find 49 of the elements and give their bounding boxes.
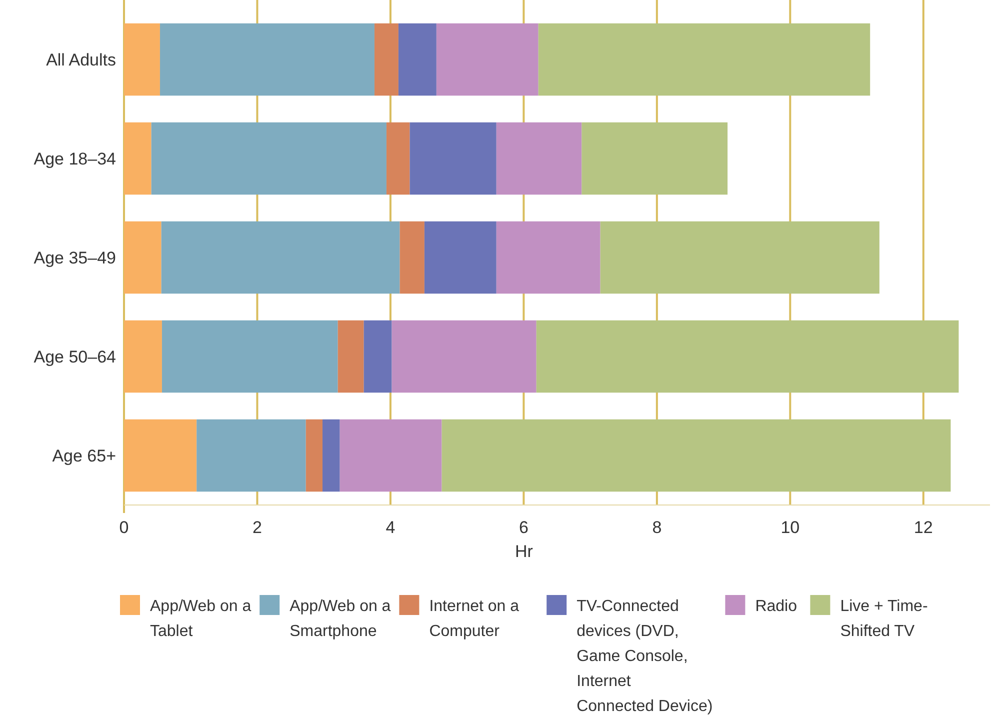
bar bbox=[160, 23, 374, 96]
x-tick-label: 12 bbox=[914, 518, 933, 537]
bar bbox=[124, 320, 162, 393]
y-tick-label: Age 18–34 bbox=[34, 150, 116, 168]
bar bbox=[386, 122, 410, 195]
x-tick-label: 8 bbox=[652, 518, 662, 537]
x-tick-label: 6 bbox=[518, 518, 528, 537]
x-tick-label: 4 bbox=[386, 518, 396, 537]
y-tick-label: Age 35–49 bbox=[34, 248, 116, 268]
y-tick-label: Age 65+ bbox=[52, 446, 116, 466]
bar bbox=[338, 320, 364, 393]
x-tick-label: 0 bbox=[119, 518, 129, 537]
bar bbox=[582, 122, 728, 195]
legend-label: Live + Time-Shifted TV bbox=[840, 598, 928, 640]
bar bbox=[538, 23, 870, 96]
bar bbox=[442, 419, 951, 492]
x-axis-title: Hr bbox=[515, 542, 534, 561]
bar bbox=[600, 221, 880, 294]
legend-label: Internet on a Computer bbox=[429, 598, 520, 640]
bar bbox=[124, 221, 162, 294]
bar bbox=[124, 419, 197, 492]
bar bbox=[496, 221, 600, 294]
y-tick-label: All Adults bbox=[46, 50, 116, 70]
x-tick-label: 2 bbox=[252, 518, 262, 537]
bar bbox=[424, 221, 496, 294]
y-tick-label: Age 50–64 bbox=[34, 348, 116, 366]
bar bbox=[151, 122, 386, 195]
legend-label: App/Web on a Tablet bbox=[150, 598, 252, 640]
bar bbox=[306, 419, 323, 492]
bar bbox=[392, 320, 536, 393]
bar bbox=[364, 320, 392, 393]
bar bbox=[124, 23, 160, 96]
bar bbox=[322, 419, 340, 492]
bar bbox=[124, 122, 152, 195]
bar bbox=[398, 23, 436, 96]
x-tick-label: 10 bbox=[780, 518, 800, 537]
bar bbox=[410, 122, 496, 195]
legend-label: Radio bbox=[755, 598, 798, 615]
legend-label: App/Web on a Smartphone bbox=[290, 598, 391, 640]
bar bbox=[340, 419, 442, 492]
bar bbox=[496, 122, 582, 195]
bar bbox=[162, 320, 338, 393]
bar bbox=[436, 23, 538, 96]
bar bbox=[400, 221, 424, 294]
bar bbox=[374, 23, 398, 96]
bar bbox=[161, 221, 400, 294]
bar bbox=[536, 320, 959, 393]
bar bbox=[196, 419, 306, 492]
legend-label: TV-Connected devices (DVD, Game Console, Internet Connected Device) bbox=[576, 598, 713, 715]
